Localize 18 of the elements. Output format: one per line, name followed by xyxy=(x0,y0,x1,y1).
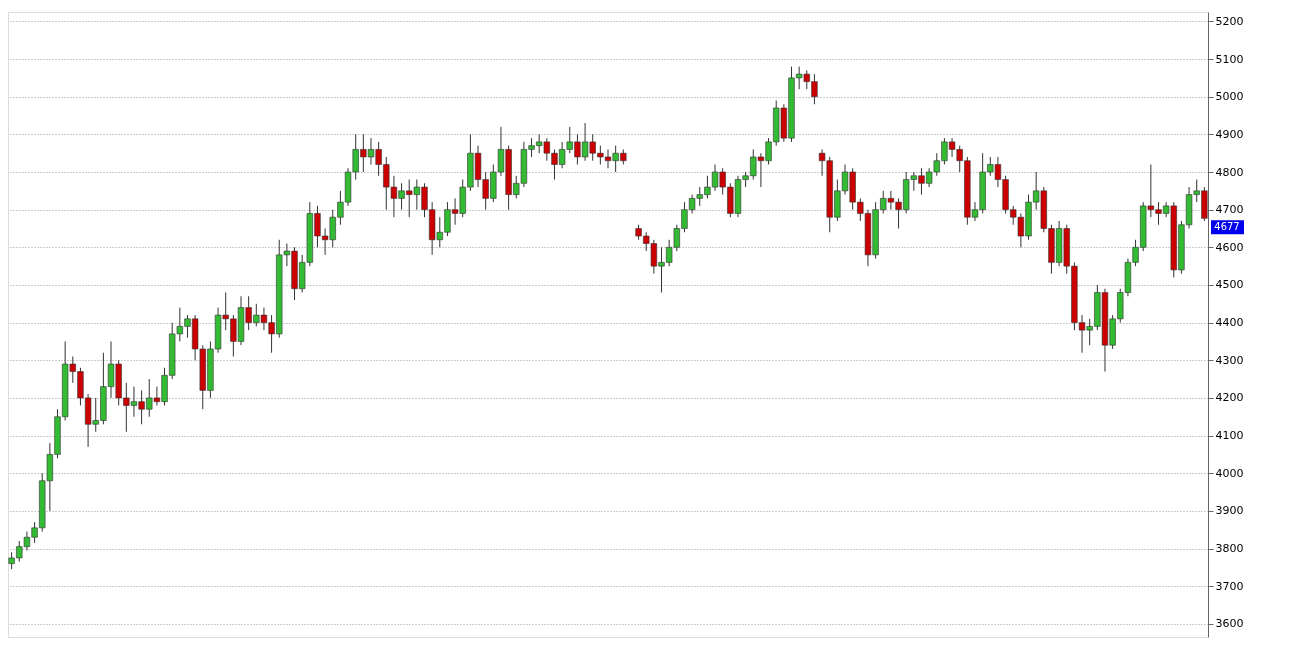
y-tick-label: 4500 xyxy=(1215,278,1244,292)
y-tick-label: 3600 xyxy=(1215,617,1244,631)
y-tick-label: 5100 xyxy=(1215,52,1244,66)
y-tick-label: 5000 xyxy=(1215,90,1244,104)
y-tick-label: 4600 xyxy=(1215,240,1244,254)
y-tick-label: 4000 xyxy=(1215,466,1244,480)
y-tick-label: 4100 xyxy=(1215,429,1244,443)
y-tick-label: 3700 xyxy=(1215,579,1244,593)
y-tick-label: 4900 xyxy=(1215,127,1244,141)
y-tick-label: 4800 xyxy=(1215,165,1244,179)
y-tick-label: 4200 xyxy=(1215,391,1244,405)
y-tick-label: 4300 xyxy=(1215,353,1244,367)
y-tick-label: 4700 xyxy=(1215,203,1244,217)
y-tick-label: 4400 xyxy=(1215,316,1244,330)
y-tick-label: 5200 xyxy=(1215,14,1244,28)
y-tick-label: 3900 xyxy=(1215,504,1244,518)
y-tick-label: 3800 xyxy=(1215,542,1244,556)
text: 4677 xyxy=(1214,221,1240,233)
